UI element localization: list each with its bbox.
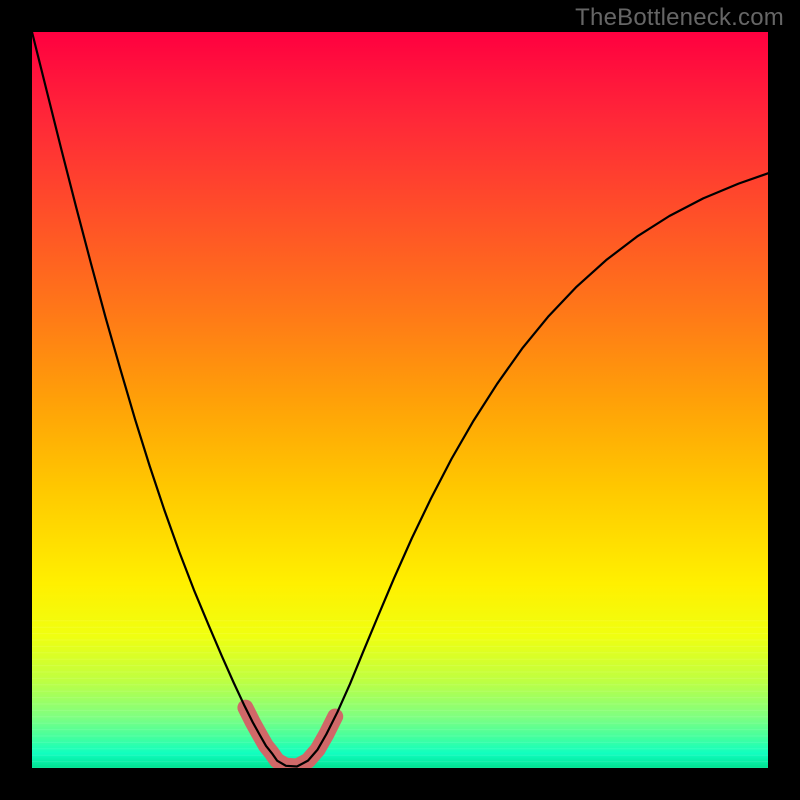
chart-frame: TheBottleneck.com <box>0 0 800 800</box>
chart-svg <box>32 32 768 768</box>
chart-plot-area <box>32 32 768 768</box>
watermark-text: TheBottleneck.com <box>575 4 784 32</box>
